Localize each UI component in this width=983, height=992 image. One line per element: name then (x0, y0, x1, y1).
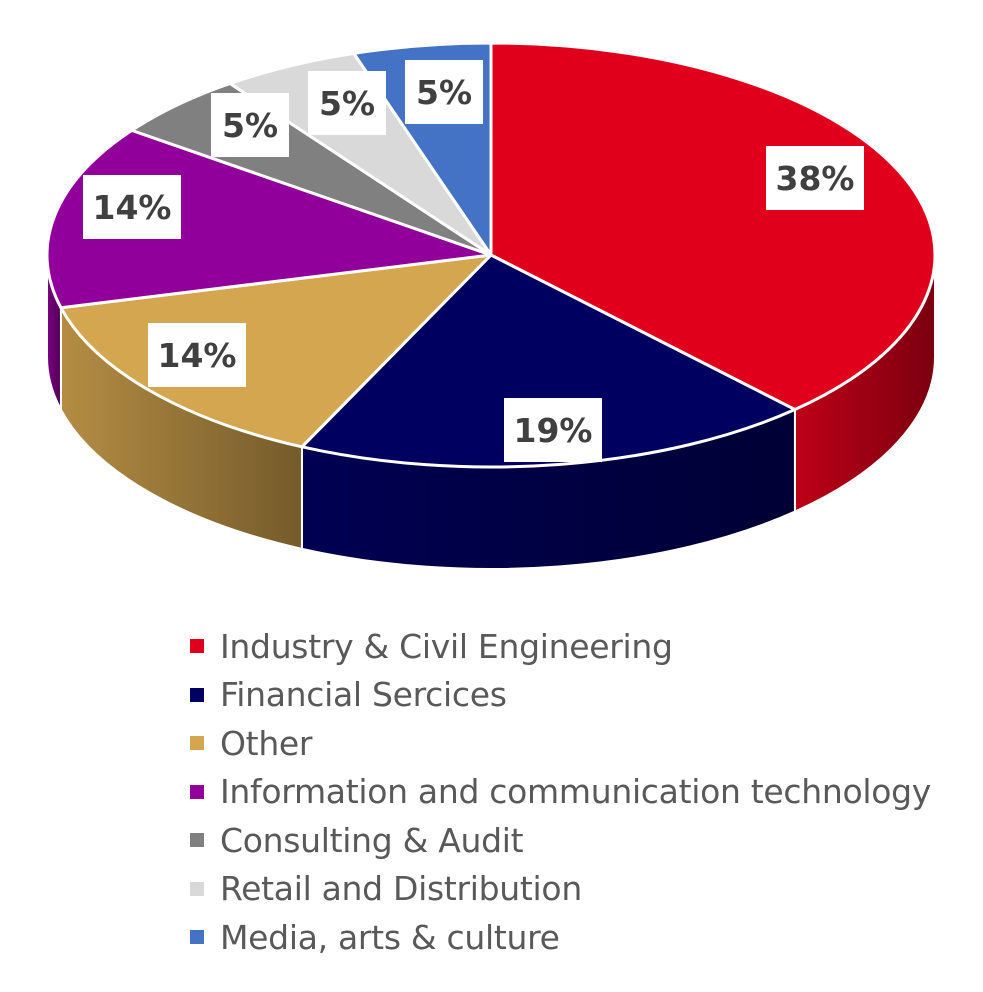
legend-swatch (190, 833, 204, 848)
legend-item: Financial Sercices (190, 671, 931, 720)
data-label: 5% (222, 106, 278, 145)
legend-label: Financial Sercices (220, 675, 507, 715)
legend-label: Other (220, 723, 313, 763)
data-label: 14% (158, 336, 237, 375)
data-label-box (308, 71, 386, 135)
legend-item: Retail and Distribution (190, 865, 931, 914)
pie-slice (45, 128, 493, 310)
pie-slice (59, 253, 493, 449)
legend-label: Consulting & Audit (220, 820, 524, 860)
data-label-box (504, 398, 602, 462)
data-label-box (766, 146, 864, 210)
data-label-box (148, 323, 246, 387)
data-label: 5% (416, 73, 472, 112)
legend-swatch (190, 639, 204, 654)
legend: Industry & Civil Engineering Financial S… (190, 622, 931, 962)
legend-item: Media, arts & culture (190, 913, 931, 962)
data-label: 14% (93, 188, 172, 227)
legend-swatch (190, 736, 204, 751)
legend-item: Industry & Civil Engineering (190, 622, 931, 671)
legend-swatch (190, 687, 204, 702)
legend-swatch (190, 784, 204, 799)
legend-label: Industry & Civil Engineering (220, 626, 673, 666)
legend-swatch (190, 881, 204, 896)
legend-item: Other (190, 719, 931, 768)
pie-chart: 38% 19% 14% 14% 5% 5% 5% (45, 41, 937, 570)
data-label-box (405, 60, 483, 124)
legend-item: Information and communication technology (190, 768, 931, 817)
legend-label: Information and communication technology (220, 772, 932, 812)
data-label: 19% (514, 411, 593, 450)
data-label-box (83, 175, 181, 239)
data-label-box (211, 93, 289, 157)
data-label: 5% (319, 84, 375, 123)
legend-item: Consulting & Audit (190, 816, 931, 865)
legend-swatch (190, 930, 204, 945)
data-label: 38% (776, 159, 855, 198)
pie-slice (300, 253, 797, 469)
pie-slice (489, 41, 937, 412)
legend-label: Retail and Distribution (220, 869, 582, 909)
legend-label: Media, arts & culture (220, 917, 560, 957)
